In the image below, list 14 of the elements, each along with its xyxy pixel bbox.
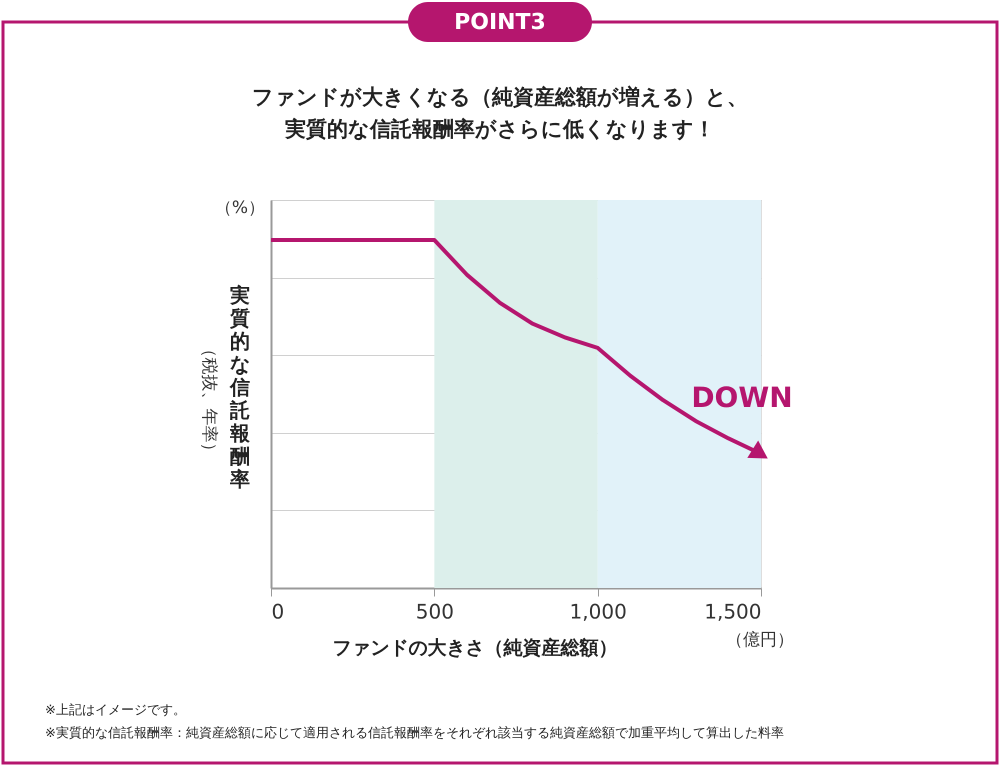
- text: ※上記はイメージです。: [45, 703, 186, 718]
- x-tick-label: 0: [272, 600, 284, 624]
- x-tick-label: 500: [416, 600, 454, 624]
- x-axis-title: ファンドの大きさ（純資産総額）: [332, 637, 618, 659]
- chart-title: ファンドが大きくなる（純資産総額が増える）と、実質的な信託報酬率がさらに低くなります！: [252, 85, 748, 141]
- text: （%）: [214, 198, 266, 218]
- text: POINT3: [454, 10, 546, 35]
- text: 実質的な信託報酬率: [230, 283, 250, 491]
- x-tick-label: 1,000: [570, 600, 627, 624]
- text: （税抜、年率）: [199, 340, 219, 460]
- text: （億円）: [726, 630, 794, 650]
- text: ※実質的な信託報酬率：純資産総額に応じて適用される信託報酬率をそれぞれ該当する純資産総額で加重平均して算出した料率: [45, 725, 784, 741]
- x-tick-label: 1,500: [704, 600, 762, 624]
- annotation: DOWN: [691, 381, 793, 414]
